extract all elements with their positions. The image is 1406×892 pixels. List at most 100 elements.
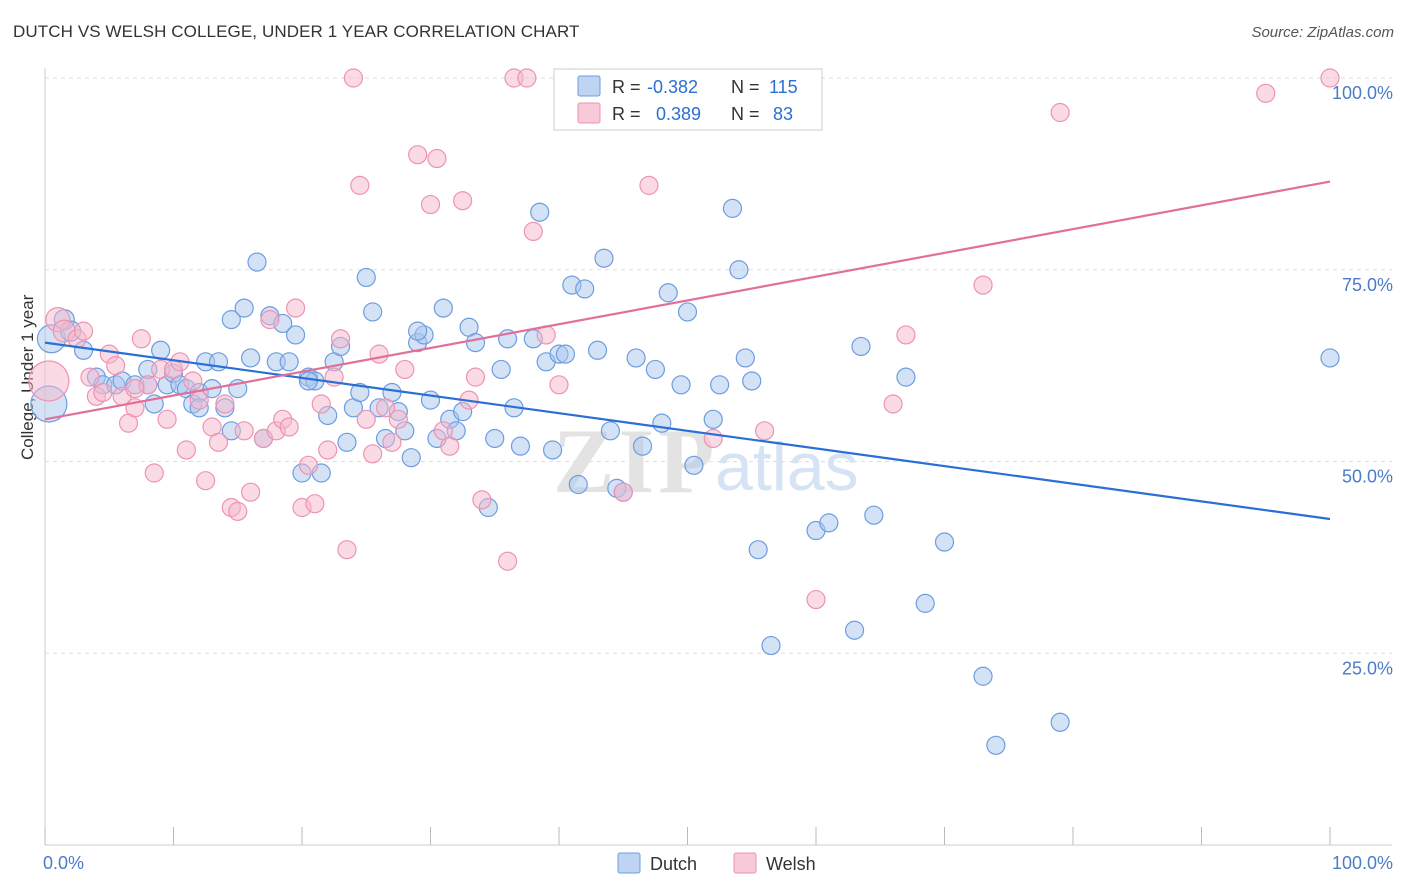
data-point-dutch <box>864 505 884 525</box>
data-point-welsh <box>298 455 319 475</box>
data-point-welsh <box>472 490 492 510</box>
data-point-welsh <box>228 501 248 521</box>
data-point-dutch <box>729 260 749 280</box>
data-point-dutch <box>710 375 730 395</box>
trend-line-dutch <box>44 341 1331 521</box>
data-point-welsh <box>93 382 113 403</box>
data-point-dutch <box>844 620 865 640</box>
data-point-welsh <box>363 444 383 464</box>
data-point-welsh <box>517 68 537 88</box>
data-point-welsh <box>157 409 177 429</box>
data-point-welsh <box>375 398 396 418</box>
data-point-dutch <box>703 409 723 429</box>
data-point-dutch <box>645 359 665 380</box>
data-point-welsh <box>498 551 518 571</box>
data-point-welsh <box>305 494 325 514</box>
data-point-dutch <box>722 198 743 218</box>
data-point-dutch <box>934 532 955 552</box>
data-point-dutch <box>433 298 453 318</box>
data-point-dutch <box>1050 712 1070 732</box>
data-point-dutch <box>279 352 299 372</box>
data-point-dutch <box>819 513 839 533</box>
data-point-welsh <box>131 329 151 349</box>
trend-lines <box>44 180 1331 521</box>
legend-swatch-dutch <box>617 852 641 874</box>
legend-label-dutch: Dutch <box>650 854 697 874</box>
y-tick-label: 75.0% <box>1342 275 1393 295</box>
data-point-welsh <box>896 325 916 345</box>
legend-r-label: R = <box>612 104 641 124</box>
grid-lines <box>45 77 1392 654</box>
data-point-welsh <box>1050 102 1070 123</box>
data-point-welsh <box>208 432 229 452</box>
data-point-dutch <box>247 252 267 272</box>
data-point-welsh <box>1256 83 1276 103</box>
legend-n-value-welsh: 83 <box>773 104 793 124</box>
data-point-welsh <box>613 482 633 502</box>
data-point-welsh <box>80 367 100 387</box>
data-point-welsh <box>343 68 363 88</box>
data-point-welsh <box>279 417 299 437</box>
data-point-dutch <box>298 371 319 391</box>
data-point-welsh <box>408 145 428 165</box>
data-point-welsh <box>125 379 145 399</box>
data-point-welsh <box>754 421 775 441</box>
legend-swatch-welsh <box>733 852 757 874</box>
data-point-dutch <box>1320 348 1340 368</box>
data-point-welsh <box>1320 68 1340 88</box>
data-point-dutch <box>761 635 781 656</box>
data-point-dutch <box>221 310 241 330</box>
data-point-welsh <box>356 409 376 429</box>
data-point-dutch <box>626 348 646 368</box>
y-tick-label: 100.0% <box>1332 83 1393 103</box>
data-point-dutch <box>986 735 1006 755</box>
data-point-dutch <box>337 432 357 452</box>
legend-swatch-welsh <box>577 102 601 124</box>
data-point-dutch <box>401 448 421 468</box>
data-point-dutch <box>851 336 871 357</box>
data-point-welsh <box>28 360 70 402</box>
legend-n-label: N = <box>731 104 760 124</box>
data-point-dutch <box>671 375 691 395</box>
legend-label-welsh: Welsh <box>766 854 816 874</box>
data-point-dutch <box>485 428 505 449</box>
trend-line-welsh <box>44 180 1331 421</box>
data-point-welsh <box>285 298 306 318</box>
data-point-welsh <box>388 409 408 429</box>
data-point-dutch <box>684 455 704 475</box>
y-tick-label: 50.0% <box>1342 467 1393 487</box>
data-point-welsh <box>337 540 357 560</box>
legend-r-label: R = <box>612 77 641 97</box>
data-point-dutch <box>350 382 370 403</box>
source-credit: Source: ZipAtlas.com <box>1251 24 1394 41</box>
data-point-dutch <box>658 283 678 303</box>
data-point-dutch <box>285 325 306 345</box>
data-point-welsh <box>382 432 402 452</box>
tick-labels: 25.0% 50.0% 75.0% 100.0% 0.0% 100.0% <box>43 83 1393 873</box>
data-point-welsh <box>395 359 415 380</box>
data-point-welsh <box>523 221 543 241</box>
data-point-dutch <box>652 413 672 433</box>
legend-n-value-dutch: 115 <box>769 77 798 97</box>
data-point-welsh <box>453 191 473 211</box>
data-point-dutch <box>632 436 653 456</box>
data-point-dutch <box>568 474 588 495</box>
data-point-welsh <box>196 471 216 491</box>
data-point-welsh <box>144 463 164 483</box>
correlation-legend: R = -0.382 N = 115 R = 0.389 N = 83 <box>553 68 823 131</box>
data-point-dutch <box>600 421 621 441</box>
data-point-dutch <box>542 440 563 460</box>
data-point-welsh <box>260 310 280 330</box>
data-point-welsh <box>350 175 370 195</box>
data-point-welsh <box>318 440 338 460</box>
data-point-welsh <box>330 329 351 349</box>
data-point-dutch <box>575 279 595 299</box>
data-point-welsh <box>234 421 254 441</box>
data-point-welsh <box>189 390 209 410</box>
data-point-dutch <box>735 348 755 368</box>
watermark-atlas: atlas <box>715 429 859 505</box>
data-point-dutch <box>555 344 576 364</box>
data-point-welsh <box>106 356 126 376</box>
data-point-dutch <box>896 367 916 387</box>
